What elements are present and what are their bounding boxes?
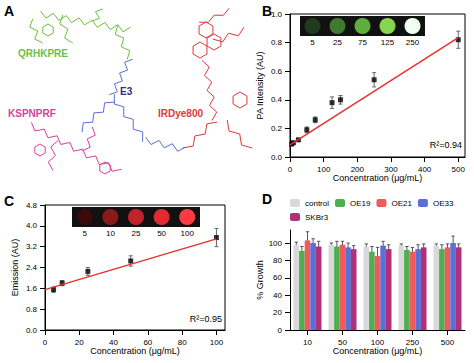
svg-text:0: 0 [43, 338, 48, 347]
svg-text:R²=0.95: R²=0.95 [190, 314, 222, 324]
svg-text:0.2: 0.2 [271, 124, 283, 133]
svg-text:0.0: 0.0 [26, 326, 38, 335]
svg-text:Concentration (μg/mL): Concentration (μg/mL) [90, 346, 180, 356]
svg-text:1.6: 1.6 [26, 284, 38, 293]
svg-text:200: 200 [351, 165, 365, 174]
svg-text:250: 250 [406, 38, 420, 47]
svg-text:100: 100 [317, 165, 331, 174]
svg-text:0.8: 0.8 [26, 305, 38, 314]
svg-text:C: C [4, 193, 14, 209]
svg-text:control: control [305, 199, 329, 208]
svg-text:4.8: 4.8 [26, 201, 38, 210]
svg-text:B: B [262, 3, 272, 19]
svg-text:QRHKPRE: QRHKPRE [18, 48, 68, 59]
svg-text:0.4: 0.4 [271, 95, 283, 104]
svg-text:100: 100 [371, 338, 385, 347]
svg-text:125: 125 [381, 38, 395, 47]
svg-text:80: 80 [178, 338, 187, 347]
svg-text:% Growth: % Growth [255, 260, 265, 300]
svg-text:80: 80 [273, 256, 282, 265]
svg-text:75: 75 [358, 38, 367, 47]
svg-text:3.2: 3.2 [26, 242, 38, 251]
svg-text:Concentration (μg/mL): Concentration (μg/mL) [333, 346, 423, 356]
svg-text:10: 10 [106, 229, 115, 238]
svg-text:20: 20 [273, 308, 282, 317]
svg-text:300: 300 [384, 165, 398, 174]
svg-text:50: 50 [157, 229, 166, 238]
svg-text:25: 25 [333, 38, 342, 47]
svg-text:100: 100 [269, 239, 283, 248]
svg-text:0.8: 0.8 [271, 38, 283, 47]
svg-text:400: 400 [418, 165, 432, 174]
svg-text:10: 10 [303, 338, 312, 347]
svg-text:Concentration (μg/mL): Concentration (μg/mL) [333, 173, 423, 183]
svg-text:SKBr3: SKBr3 [305, 213, 329, 222]
svg-text:0: 0 [278, 326, 283, 335]
svg-text:40: 40 [109, 338, 118, 347]
svg-text:50: 50 [338, 338, 347, 347]
svg-text:1.0: 1.0 [271, 10, 283, 19]
svg-text:0.0: 0.0 [271, 153, 283, 162]
svg-text:OE19: OE19 [350, 199, 371, 208]
svg-text:20: 20 [75, 338, 84, 347]
svg-text:5: 5 [83, 229, 88, 238]
svg-text:250: 250 [406, 338, 420, 347]
svg-text:OE33: OE33 [433, 199, 454, 208]
svg-text:25: 25 [132, 229, 141, 238]
svg-text:5: 5 [310, 38, 315, 47]
svg-text:0.6: 0.6 [271, 67, 283, 76]
svg-text:500: 500 [441, 338, 455, 347]
svg-text:4.0: 4.0 [26, 221, 38, 230]
svg-text:0: 0 [288, 165, 293, 174]
svg-text:Emission (AU): Emission (AU) [10, 239, 20, 297]
svg-text:KSPNPRF: KSPNPRF [8, 108, 56, 119]
svg-text:D: D [262, 191, 272, 207]
svg-text:IRDye800: IRDye800 [158, 108, 203, 119]
svg-text:2.4: 2.4 [26, 263, 38, 272]
svg-text:PA Intensity (AU): PA Intensity (AU) [255, 52, 265, 120]
svg-text:A: A [4, 3, 14, 19]
svg-text:R²=0.94: R²=0.94 [430, 140, 462, 150]
svg-text:OE21: OE21 [391, 199, 412, 208]
svg-text:500: 500 [452, 165, 466, 174]
svg-text:60: 60 [273, 273, 282, 282]
svg-text:100: 100 [210, 338, 224, 347]
svg-text:40: 40 [273, 291, 282, 300]
svg-text:E3: E3 [120, 86, 133, 97]
svg-text:100: 100 [181, 229, 195, 238]
svg-text:60: 60 [143, 338, 152, 347]
